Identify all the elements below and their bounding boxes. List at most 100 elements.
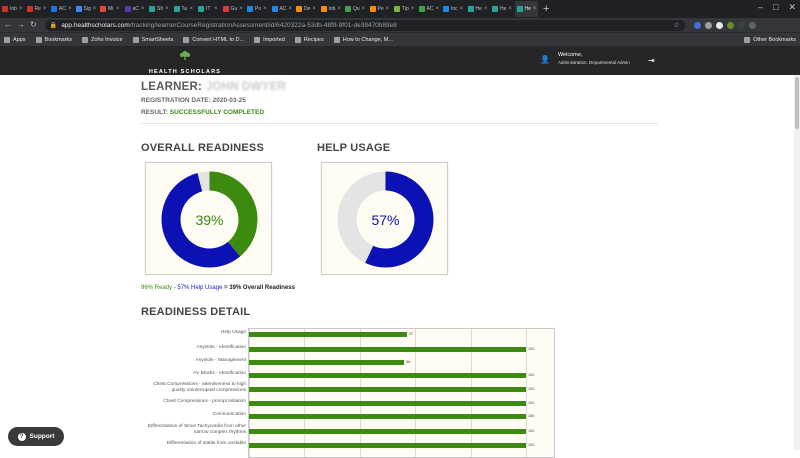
bookmark-icon [254, 36, 261, 43]
forward-icon[interactable]: → [17, 20, 25, 29]
browser-tab[interactable]: Ta × [172, 1, 196, 17]
browser-tab[interactable]: IT × [196, 1, 220, 17]
tab-title: Inb [328, 6, 336, 12]
bar-category-label: Differentiation of Sinus Tachycardia fro… [147, 424, 246, 435]
tab-close-icon[interactable]: × [337, 6, 341, 12]
extension-icon[interactable] [693, 21, 701, 29]
readiness-bar [249, 401, 526, 406]
browser-tab[interactable]: Sig × [74, 1, 98, 17]
overall-readiness-title: OVERALL READINESS [141, 142, 264, 154]
browser-tab[interactable]: Po × [245, 1, 269, 17]
tab-close-icon[interactable]: × [410, 6, 415, 12]
browser-tab[interactable]: Qu × [343, 1, 367, 17]
readiness-summary: 96% Ready - 57% Help Usage = 39% Overall… [141, 285, 295, 291]
tab-close-icon[interactable]: × [18, 6, 23, 12]
profile-avatar[interactable] [748, 21, 756, 29]
tab-close-icon[interactable]: × [508, 6, 512, 12]
bookmark-item[interactable]: How to Change, M... [333, 36, 393, 43]
browser-tab[interactable]: Tip × [392, 1, 416, 17]
gridline [470, 329, 472, 457]
bar-value-label: 100 [528, 387, 535, 391]
tab-close-icon[interactable]: × [288, 6, 292, 12]
tab-close-icon[interactable]: × [140, 6, 145, 12]
bookmark-item[interactable]: SmartSheets [132, 36, 173, 43]
bookmark-item[interactable]: Apps [4, 36, 26, 43]
browser-tab[interactable]: Inb × [319, 1, 343, 17]
bookmark-item[interactable]: Convert HTML to D... [183, 36, 244, 43]
tab-close-icon[interactable]: × [435, 6, 439, 12]
minimize-icon[interactable]: – [758, 2, 764, 12]
tab-close-icon[interactable]: × [312, 6, 316, 12]
tab-close-icon[interactable]: × [165, 6, 169, 12]
readiness-bar [249, 429, 526, 434]
readiness-bar [249, 414, 526, 419]
tab-close-icon[interactable]: × [67, 6, 72, 12]
browser-tab[interactable]: AC × [270, 1, 294, 17]
browser-tab[interactable]: AC × [49, 1, 73, 17]
browser-tab[interactable]: Re × [25, 1, 49, 17]
extension-icon[interactable] [737, 21, 745, 29]
browser-tab[interactable]: Mi × [98, 1, 122, 17]
browser-tab[interactable]: Pe × [368, 1, 392, 17]
page-scrollbar[interactable] [794, 75, 800, 450]
browser-tab[interactable]: Inc × [441, 1, 465, 17]
browser-tab[interactable]: Gu × [221, 1, 245, 17]
browser-tab[interactable]: aC × [123, 1, 147, 17]
user-icon[interactable]: 👤 [540, 55, 550, 64]
tab-title: AC [59, 6, 66, 12]
other-bookmarks[interactable]: Other Bookmarks [744, 36, 796, 43]
browser-tab[interactable]: He × [466, 1, 490, 17]
readiness-bar [249, 443, 526, 448]
tab-close-icon[interactable]: × [92, 6, 97, 12]
scrollbar-thumb[interactable] [795, 77, 799, 129]
logout-icon[interactable]: ⇥ [648, 56, 655, 65]
registration-value: 2020-03-25 [212, 97, 246, 104]
bookmark-item[interactable]: Imported [254, 36, 285, 43]
browser-tab[interactable]: AC × [417, 1, 441, 17]
tab-close-icon[interactable]: × [459, 6, 464, 12]
bookmark-item[interactable]: Zoho Invoice [82, 36, 123, 43]
tab-close-icon[interactable]: × [213, 6, 218, 12]
tab-close-icon[interactable]: × [483, 6, 488, 12]
browser-tab[interactable]: Sh × [147, 1, 171, 17]
tab-close-icon[interactable]: × [189, 6, 193, 12]
tab-favicon-icon [222, 6, 229, 12]
close-window-icon[interactable]: ✕ [788, 2, 796, 12]
browser-tab[interactable]: He × [514, 1, 538, 17]
extension-icon[interactable] [715, 21, 723, 29]
extension-icon[interactable] [726, 21, 734, 29]
browser-tab[interactable]: Inb × [0, 1, 24, 17]
result-status: SUCCESSFULLY COMPLETED [169, 109, 265, 116]
new-tab-button[interactable]: + [543, 3, 550, 15]
tab-close-icon[interactable]: × [115, 6, 120, 12]
support-button[interactable]: ? Support [8, 427, 64, 446]
tab-favicon-icon [247, 6, 253, 12]
tab-close-icon[interactable]: × [263, 6, 267, 12]
address-bar[interactable]: 🔒 app.healthscholars.com/tracking/learne… [44, 19, 685, 31]
browser-toolbar: ← → ↻ 🔒 app.healthscholars.com/tracking/… [0, 18, 800, 32]
health-scholars-logo[interactable]: HEALTH SCHOLARS [147, 51, 223, 75]
tab-close-icon[interactable]: × [532, 6, 537, 12]
extension-icon[interactable] [704, 21, 712, 29]
tab-close-icon[interactable]: × [42, 6, 47, 12]
browser-tab[interactable]: He × [490, 1, 514, 17]
divider [141, 123, 658, 124]
tab-close-icon[interactable]: × [239, 6, 243, 12]
tab-title: He [475, 6, 482, 12]
tab-title: Tip [402, 6, 409, 12]
bookmark-star-icon[interactable]: ☆ [673, 22, 680, 29]
tab-favicon-icon [394, 6, 400, 12]
tab-title: AC [279, 6, 287, 12]
bookmark-item[interactable]: Bookmarks [35, 36, 72, 43]
back-icon[interactable]: ← [4, 20, 12, 29]
tab-title: De [304, 6, 311, 12]
result: RESULT: SUCCESSFULLY COMPLETED [141, 109, 264, 116]
tab-close-icon[interactable]: × [361, 6, 366, 12]
bookmark-item[interactable]: Recipes [294, 36, 324, 43]
maximize-icon[interactable]: □ [773, 2, 779, 12]
browser-tab[interactable]: De × [294, 1, 318, 17]
bar-value-label: 57 [408, 332, 414, 336]
tab-close-icon[interactable]: × [385, 6, 390, 12]
reload-icon[interactable]: ↻ [30, 20, 37, 29]
bookmark-icon [82, 36, 89, 43]
